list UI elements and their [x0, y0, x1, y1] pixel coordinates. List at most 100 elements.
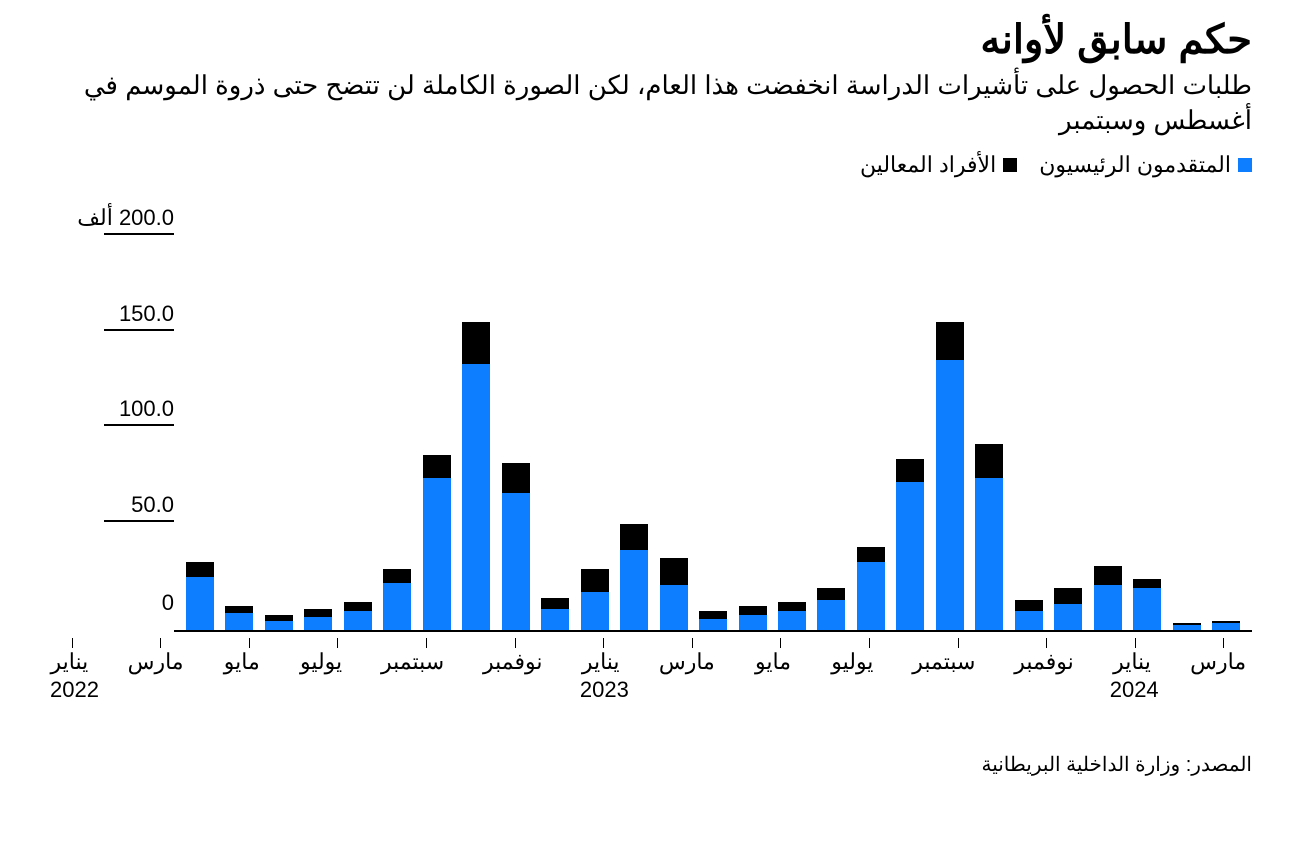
bar-segment-main: [620, 550, 648, 630]
x-row-years: 202220232024: [44, 676, 1252, 704]
bar-stack: [660, 212, 688, 630]
x-tick: [1069, 638, 1113, 648]
bar-segment-main: [1054, 604, 1082, 631]
bar-segment-dependants: [739, 606, 767, 616]
legend-swatch-main: [1238, 158, 1252, 172]
bar-segment-dependants: [620, 524, 648, 551]
x-month-label: مايو: [222, 648, 261, 676]
bar-segment-main: [186, 577, 214, 630]
bar-stack: [739, 212, 767, 630]
x-month-label: مارس: [1190, 648, 1246, 676]
y-tick: 150.0: [44, 301, 174, 331]
bar-column: [1049, 212, 1088, 630]
legend-label-main: المتقدمون الرئيسيون: [1039, 152, 1231, 178]
x-month-label: مارس: [128, 648, 184, 676]
x-month-label: يناير: [1113, 648, 1152, 676]
bar-segment-dependants: [225, 606, 253, 614]
bar-segment-main: [502, 493, 530, 630]
x-year-label: [1022, 676, 1066, 704]
bar-segment-dependants: [186, 562, 214, 577]
bar-segment-dependants: [581, 569, 609, 592]
x-year-label: [449, 676, 493, 704]
bar-stack: [344, 212, 372, 630]
x-tick: [892, 638, 936, 648]
bar-column: [456, 212, 495, 630]
bar-segment-main: [1094, 585, 1122, 631]
bar-segment-dependants: [502, 463, 530, 493]
x-year-label: [935, 676, 979, 704]
y-tick-label: 150.0: [119, 301, 174, 329]
x-tick: [183, 638, 227, 648]
bar-stack: [462, 212, 490, 630]
y-tick-label: 50.0: [131, 492, 174, 520]
bar-column: [1128, 212, 1167, 630]
bar-column: [417, 212, 456, 630]
x-month-label: يناير: [581, 648, 620, 676]
x-month-label: [873, 648, 912, 676]
bar-column: [970, 212, 1009, 630]
bar-stack: [1054, 212, 1082, 630]
x-month-label: [715, 648, 754, 676]
x-tick: [360, 638, 404, 648]
bar-segment-main: [1015, 611, 1043, 630]
bar-stack: [304, 212, 332, 630]
source-line: المصدر: وزارة الداخلية البريطانية: [44, 752, 1252, 777]
bar-stack: [699, 212, 727, 630]
x-year-label: [318, 676, 362, 704]
bar-stack: [383, 212, 411, 630]
bar-segment-main: [344, 611, 372, 630]
bar-segment-dependants: [304, 609, 332, 617]
bar-column: [812, 212, 851, 630]
bar-segment-dependants: [975, 444, 1003, 478]
x-tick: [847, 638, 891, 648]
bar-stack: [1173, 212, 1201, 630]
x-year-label: [847, 676, 891, 704]
x-tick: [271, 638, 315, 648]
bar-column: [851, 212, 890, 630]
x-ticks: [44, 638, 1252, 648]
legend: المتقدمون الرئيسيون الأفراد المعالين: [44, 152, 1252, 178]
bar-segment-dependants: [699, 611, 727, 619]
bar-stack: [817, 212, 845, 630]
bar-stack: [620, 212, 648, 630]
bar-column: [535, 212, 574, 630]
bar-column: [298, 212, 337, 630]
x-tick: [1025, 638, 1069, 648]
y-tick-line: [104, 329, 174, 331]
x-tick: [493, 638, 537, 648]
bar-segment-dependants: [660, 558, 688, 585]
y-tick: 0: [44, 590, 174, 618]
x-row-months: ينايرمارسمايويوليوسبتمبرنوفمبرينايرمارسم…: [44, 648, 1252, 676]
legend-item-dependants: الأفراد المعالين: [860, 152, 1017, 178]
x-year-label: [979, 676, 1023, 704]
bar-segment-main: [1212, 623, 1240, 631]
x-month-label: [1074, 648, 1113, 676]
bar-column: [377, 212, 416, 630]
bar-stack: [1212, 212, 1240, 630]
bar-stack: [936, 212, 964, 630]
y-tick-line: [104, 520, 174, 522]
plot-area: [174, 212, 1252, 632]
chart-subtitle: طلبات الحصول على تأشيرات الدراسة انخفضت …: [44, 68, 1252, 138]
legend-item-main: المتقدمون الرئيسيون: [1039, 152, 1252, 178]
x-tick: [803, 638, 847, 648]
bar-segment-dependants: [857, 547, 885, 562]
bar-column: [180, 212, 219, 630]
x-year-label: [1159, 676, 1203, 704]
x-tick: [714, 638, 758, 648]
x-year-label: [716, 676, 760, 704]
bar-segment-main: [857, 562, 885, 630]
bar-column: [1009, 212, 1048, 630]
bar-stack: [896, 212, 924, 630]
x-month-label: [89, 648, 128, 676]
x-tick: [670, 638, 714, 648]
x-month-label: يناير: [50, 648, 89, 676]
bar-segment-main: [225, 613, 253, 630]
bar-column: [1167, 212, 1206, 630]
bar-column: [338, 212, 377, 630]
x-month-label: [444, 648, 483, 676]
bar-segment-main: [660, 585, 688, 631]
bar-column: [772, 212, 811, 630]
x-month-label: مارس: [659, 648, 715, 676]
x-year-label: [361, 676, 405, 704]
